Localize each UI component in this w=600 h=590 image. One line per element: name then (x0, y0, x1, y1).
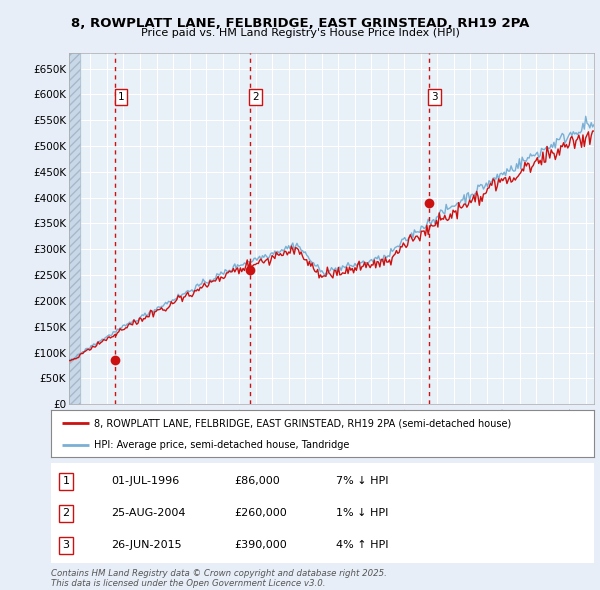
Text: 3: 3 (431, 92, 438, 102)
Text: Price paid vs. HM Land Registry's House Price Index (HPI): Price paid vs. HM Land Registry's House … (140, 28, 460, 38)
Text: £86,000: £86,000 (234, 476, 280, 486)
Text: 8, ROWPLATT LANE, FELBRIDGE, EAST GRINSTEAD, RH19 2PA (semi-detached house): 8, ROWPLATT LANE, FELBRIDGE, EAST GRINST… (94, 418, 512, 428)
Text: 1: 1 (118, 92, 124, 102)
Text: 1: 1 (62, 476, 70, 486)
Text: £260,000: £260,000 (234, 509, 287, 518)
Text: 26-JUN-2015: 26-JUN-2015 (111, 540, 182, 550)
Text: Contains HM Land Registry data © Crown copyright and database right 2025.
This d: Contains HM Land Registry data © Crown c… (51, 569, 387, 588)
Text: 2: 2 (62, 509, 70, 518)
Text: 1% ↓ HPI: 1% ↓ HPI (336, 509, 388, 518)
Text: 25-AUG-2004: 25-AUG-2004 (111, 509, 185, 518)
Text: 3: 3 (62, 540, 70, 550)
Text: 4% ↑ HPI: 4% ↑ HPI (336, 540, 389, 550)
Text: 8, ROWPLATT LANE, FELBRIDGE, EAST GRINSTEAD, RH19 2PA: 8, ROWPLATT LANE, FELBRIDGE, EAST GRINST… (71, 17, 529, 30)
Text: 7% ↓ HPI: 7% ↓ HPI (336, 476, 389, 486)
Text: £390,000: £390,000 (234, 540, 287, 550)
Text: 2: 2 (252, 92, 259, 102)
Text: 01-JUL-1996: 01-JUL-1996 (111, 476, 179, 486)
Text: HPI: Average price, semi-detached house, Tandridge: HPI: Average price, semi-detached house,… (94, 441, 350, 450)
